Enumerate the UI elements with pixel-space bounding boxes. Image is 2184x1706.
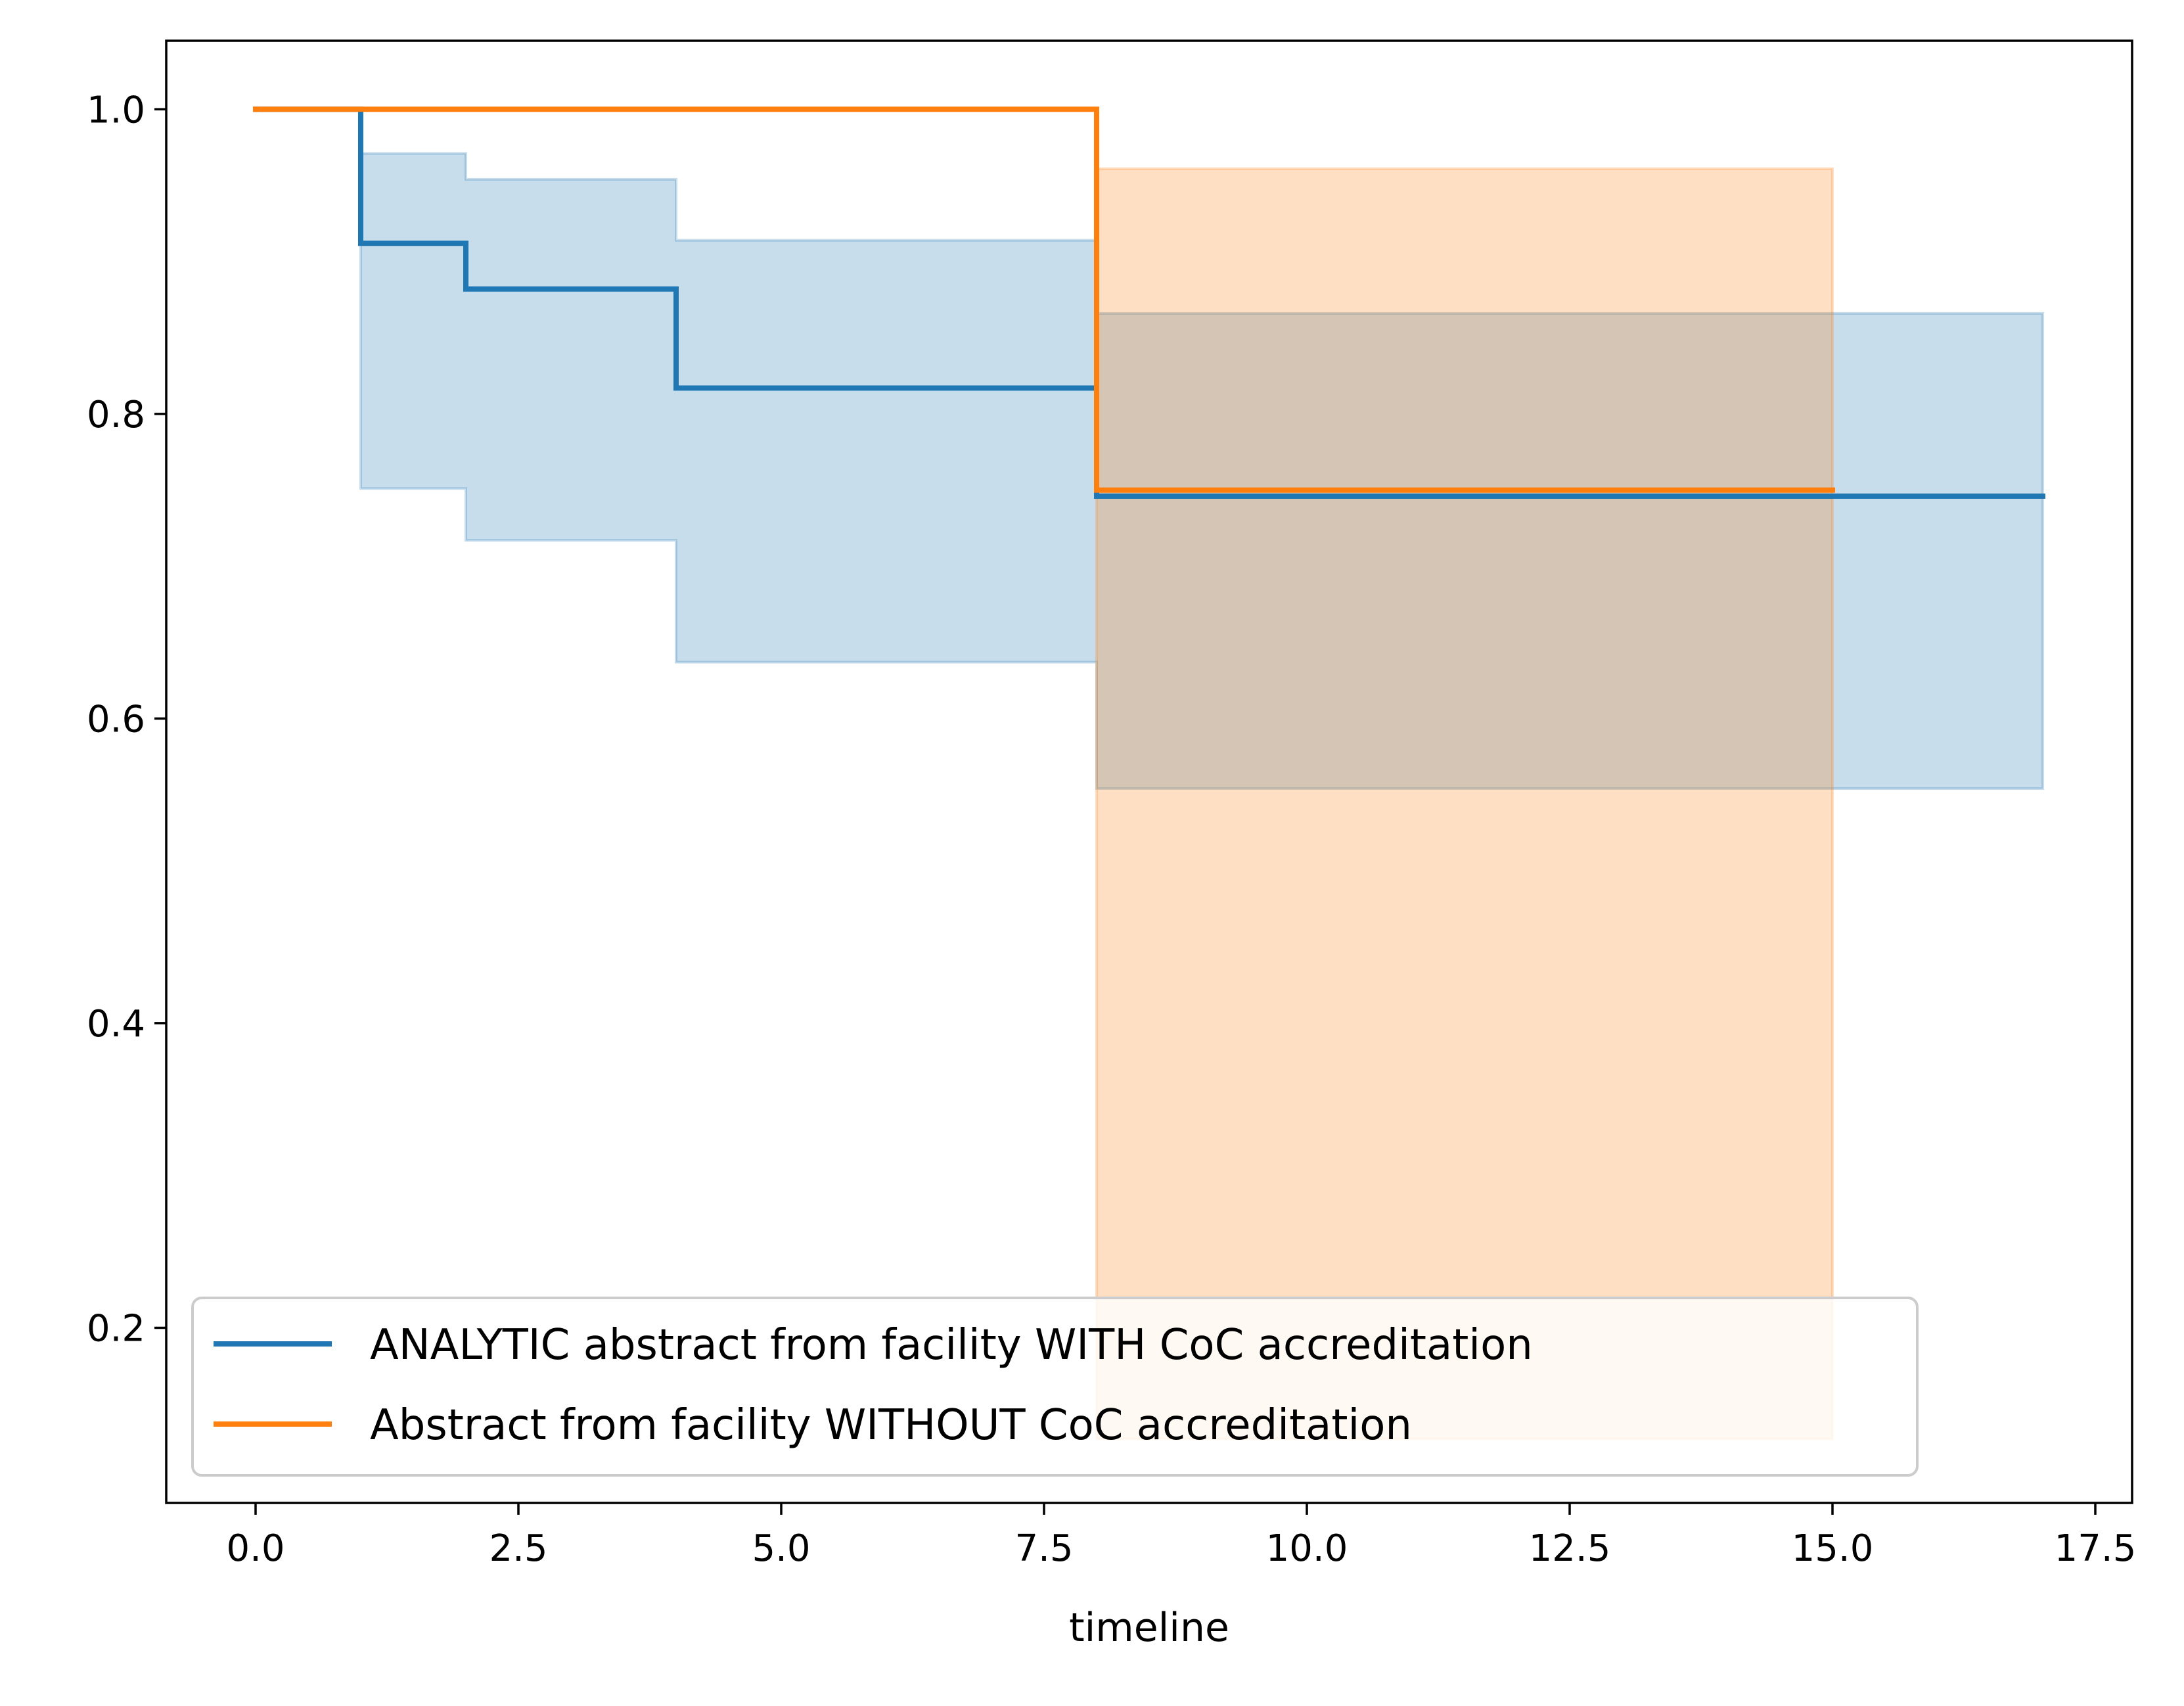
x-tick-label: 7.5	[1014, 1527, 1073, 1570]
x-tick-label: 2.5	[489, 1527, 547, 1570]
legend: ANALYTIC abstract from facility WITH CoC…	[191, 1297, 1919, 1477]
x-tick-label: 10.0	[1266, 1527, 1348, 1570]
x-tick-label: 5.0	[752, 1527, 810, 1570]
legend-box	[191, 1297, 1919, 1477]
x-tick-label: 12.5	[1529, 1527, 1611, 1570]
x-tick-label: 0.0	[226, 1527, 284, 1570]
y-tick-label: 0.6	[87, 698, 145, 741]
plot-frame	[165, 39, 2133, 1504]
ci-band-1	[256, 108, 2044, 790]
y-axis-ticks: 0.2 0.4 0.6 0.8 1.0	[87, 89, 166, 1350]
confidence-bands	[256, 108, 2044, 1441]
series-line-2	[253, 106, 1835, 493]
y-tick-label: 0.4	[87, 1003, 145, 1046]
y-tick-label: 0.2	[87, 1307, 145, 1350]
axes-frame	[165, 39, 2133, 1504]
legend-label-1: ANALYTIC abstract from facility WITH CoC…	[370, 1321, 1533, 1370]
x-tick-label: 17.5	[2055, 1527, 2137, 1570]
y-tick-label: 1.0	[87, 89, 145, 131]
x-tick-label: 15.0	[1792, 1527, 1874, 1570]
x-axis-ticks: 0.0 2.5 5.0 7.5 10.0 12.5 15.0 17.5	[226, 1503, 2136, 1570]
x-axis-label: timeline	[1069, 1605, 1229, 1651]
y-tick-label: 0.8	[87, 394, 145, 436]
legend-label-2: Abstract from facility WITHOUT CoC accre…	[370, 1401, 1412, 1450]
survival-lines	[253, 106, 2045, 499]
